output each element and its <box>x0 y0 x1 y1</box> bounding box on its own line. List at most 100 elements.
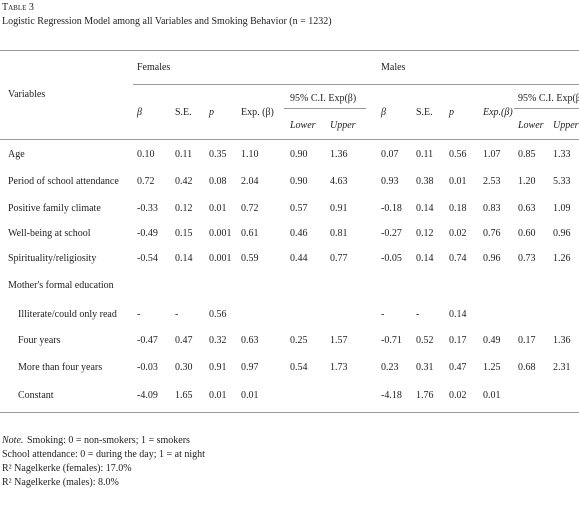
cell: 0.72 <box>241 203 259 214</box>
note-label: Note. <box>2 435 24 446</box>
row-label: Period of school attendance <box>8 176 119 187</box>
cell: 0.68 <box>518 362 536 373</box>
cell: 0.14 <box>449 309 467 320</box>
cell: 0.90 <box>290 149 308 160</box>
column-header: Exp.(β) <box>483 107 513 118</box>
cell: 0.01 <box>483 390 501 401</box>
note-line: R² Nagelkerke (females): 17.0% <box>2 463 132 474</box>
cell: 0.85 <box>518 149 536 160</box>
cell: 0.17 <box>518 335 536 346</box>
group-header: Males <box>381 62 406 73</box>
column-header: β <box>137 107 142 118</box>
column-header: p <box>449 107 454 118</box>
cell: 0.07 <box>381 149 399 160</box>
cell: 0.001 <box>209 228 232 239</box>
cell: 0.02 <box>449 390 467 401</box>
cell: 0.93 <box>381 176 399 187</box>
cell: 0.60 <box>518 228 536 239</box>
ci-header: 95% C.I. Exp(β) <box>290 93 357 104</box>
row-label: More than four years <box>18 362 103 373</box>
row-header: Variables <box>8 89 46 100</box>
cell: 0.81 <box>330 228 348 239</box>
cell: 0.72 <box>137 176 155 187</box>
cell: 2.31 <box>553 362 571 373</box>
column-header: Exp. (β) <box>241 107 274 118</box>
cell: 1.20 <box>518 176 536 187</box>
cell: 1.10 <box>241 149 259 160</box>
rule <box>0 412 579 413</box>
cell: 0.74 <box>449 253 467 264</box>
rule <box>0 139 579 140</box>
cell: 0.96 <box>553 228 571 239</box>
cell: 1.36 <box>330 149 348 160</box>
cell: 0.14 <box>416 253 434 264</box>
cell: 0.97 <box>241 362 259 373</box>
row-label: Age <box>8 149 25 160</box>
cell: 0.57 <box>290 203 308 214</box>
cell: -4.18 <box>381 390 402 401</box>
cell: 0.56 <box>449 149 467 160</box>
cell: -0.18 <box>381 203 402 214</box>
cell: 1.36 <box>553 335 571 346</box>
row-label: Four years <box>18 335 61 346</box>
cell: 0.73 <box>518 253 536 264</box>
cell: - <box>381 309 385 320</box>
cell: -4.09 <box>137 390 158 401</box>
cell: 0.52 <box>416 335 434 346</box>
cell: -0.54 <box>137 253 158 264</box>
cell: 0.47 <box>449 362 467 373</box>
cell: 4.63 <box>330 176 348 187</box>
cell: 0.14 <box>175 253 193 264</box>
cell: 2.04 <box>241 176 259 187</box>
cell: -0.49 <box>137 228 158 239</box>
cell: 0.42 <box>175 176 193 187</box>
column-header: p <box>209 107 214 118</box>
cell: 0.25 <box>290 335 308 346</box>
group-header: Females <box>137 62 171 73</box>
cell: 0.08 <box>209 176 227 187</box>
cell: 0.38 <box>416 176 434 187</box>
cell: 1.65 <box>175 390 193 401</box>
cell: 0.77 <box>330 253 348 264</box>
cell: 1.07 <box>483 149 501 160</box>
column-header: S.E. <box>416 107 433 118</box>
cell: 0.01 <box>241 390 259 401</box>
cell: -0.71 <box>381 335 402 346</box>
cell: 0.83 <box>483 203 501 214</box>
rule <box>284 108 366 109</box>
cell: 0.01 <box>449 176 467 187</box>
cell: 0.23 <box>381 362 399 373</box>
column-header: S.E. <box>175 107 192 118</box>
cell: 0.11 <box>416 149 434 160</box>
cell: 0.61 <box>241 228 259 239</box>
cell: - <box>416 309 420 320</box>
cell: 0.76 <box>483 228 501 239</box>
cell: 0.63 <box>518 203 536 214</box>
cell: 0.02 <box>449 228 467 239</box>
note-line: Smoking: 0 = non-smokers; 1 = smokers <box>27 435 190 446</box>
cell: 0.17 <box>449 335 467 346</box>
cell: -0.03 <box>137 362 158 373</box>
cell: 1.33 <box>553 149 571 160</box>
column-header: β <box>381 107 386 118</box>
table-label: Table 3 <box>2 2 34 13</box>
cell: 0.31 <box>416 362 434 373</box>
cell: 0.18 <box>449 203 467 214</box>
cell: 0.56 <box>209 309 227 320</box>
column-header: Upper <box>330 120 356 131</box>
cell: 0.44 <box>290 253 308 264</box>
rule <box>0 50 579 51</box>
column-header: Upper <box>553 120 579 131</box>
table-title: Logistic Regression Model among all Vari… <box>2 16 332 27</box>
cell: 0.12 <box>416 228 434 239</box>
cell: 1.09 <box>553 203 571 214</box>
cell: 0.54 <box>290 362 308 373</box>
cell: -0.27 <box>381 228 402 239</box>
row-label: Constant <box>18 390 54 401</box>
cell: 2.53 <box>483 176 501 187</box>
rule <box>133 84 579 85</box>
cell: 1.76 <box>416 390 434 401</box>
cell: 0.63 <box>241 335 259 346</box>
cell: 0.001 <box>209 253 232 264</box>
